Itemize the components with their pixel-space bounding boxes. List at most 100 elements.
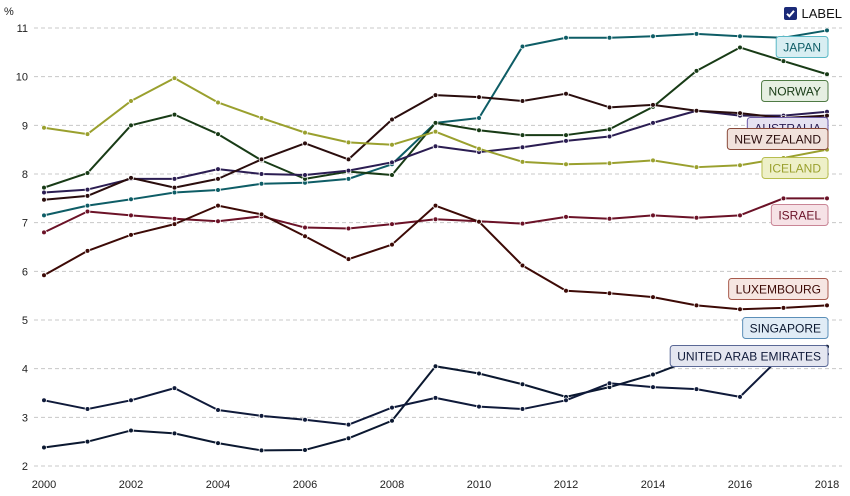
data-point[interactable]	[215, 176, 221, 182]
data-point[interactable]	[476, 218, 482, 225]
data-point[interactable]	[389, 172, 395, 178]
data-point[interactable]	[563, 138, 569, 144]
data-point[interactable]	[389, 221, 395, 227]
data-point[interactable]	[519, 262, 526, 269]
data-point[interactable]	[302, 416, 308, 423]
data-point[interactable]	[41, 124, 47, 131]
data-point[interactable]	[650, 212, 656, 219]
data-point[interactable]	[824, 302, 830, 309]
data-point[interactable]	[606, 104, 613, 111]
data-point[interactable]	[563, 287, 569, 294]
data-point[interactable]	[171, 184, 178, 191]
data-point[interactable]	[432, 92, 439, 98]
data-point[interactable]	[476, 370, 482, 377]
data-point[interactable]	[128, 122, 134, 129]
data-point[interactable]	[737, 306, 743, 313]
series-label-israel[interactable]: ISRAEL	[770, 204, 829, 226]
data-point[interactable]	[693, 215, 700, 221]
data-point[interactable]	[389, 241, 395, 248]
data-point[interactable]	[389, 142, 395, 148]
data-point[interactable]	[824, 27, 830, 34]
data-point[interactable]	[345, 421, 352, 428]
data-point[interactable]	[780, 58, 787, 64]
data-point[interactable]	[650, 120, 656, 126]
data-point[interactable]	[693, 68, 700, 74]
data-point[interactable]	[84, 186, 91, 193]
data-point[interactable]	[345, 435, 352, 442]
data-point[interactable]	[128, 196, 134, 203]
data-point[interactable]	[84, 248, 91, 254]
data-point[interactable]	[215, 166, 221, 172]
data-point[interactable]	[345, 225, 352, 232]
data-point[interactable]	[171, 430, 178, 437]
data-point[interactable]	[215, 407, 221, 413]
data-point[interactable]	[693, 302, 700, 309]
data-point[interactable]	[258, 171, 265, 177]
data-point[interactable]	[693, 107, 700, 114]
data-point[interactable]	[84, 438, 91, 445]
data-point[interactable]	[128, 427, 134, 434]
data-point[interactable]	[519, 43, 526, 50]
data-point[interactable]	[563, 90, 569, 97]
data-point[interactable]	[215, 187, 221, 193]
data-point[interactable]	[780, 305, 787, 311]
data-point[interactable]	[650, 157, 656, 164]
series-label-norway[interactable]: NORWAY	[761, 80, 829, 102]
data-point[interactable]	[476, 145, 482, 152]
data-point[interactable]	[84, 406, 91, 412]
data-point[interactable]	[563, 34, 569, 41]
data-point[interactable]	[345, 176, 352, 182]
data-point[interactable]	[302, 224, 308, 231]
data-point[interactable]	[650, 102, 656, 108]
data-point[interactable]	[432, 202, 439, 209]
data-point[interactable]	[606, 215, 613, 222]
data-point[interactable]	[650, 294, 656, 300]
data-point[interactable]	[476, 403, 482, 410]
data-point[interactable]	[302, 172, 308, 178]
data-point[interactable]	[389, 404, 395, 411]
data-point[interactable]	[563, 214, 569, 220]
data-point[interactable]	[432, 143, 439, 150]
data-point[interactable]	[128, 98, 134, 104]
data-point[interactable]	[432, 395, 439, 401]
data-point[interactable]	[519, 132, 526, 138]
data-point[interactable]	[171, 189, 178, 196]
data-point[interactable]	[302, 140, 308, 147]
data-point[interactable]	[41, 229, 47, 236]
data-point[interactable]	[41, 189, 47, 196]
data-point[interactable]	[215, 131, 221, 137]
data-point[interactable]	[128, 232, 134, 238]
data-point[interactable]	[476, 94, 482, 100]
data-point[interactable]	[432, 120, 439, 126]
data-point[interactable]	[345, 139, 352, 146]
label-toggle[interactable]: LABEL	[783, 6, 842, 21]
data-point[interactable]	[650, 33, 656, 40]
data-point[interactable]	[41, 196, 47, 203]
data-point[interactable]	[432, 363, 439, 370]
data-point[interactable]	[258, 447, 265, 454]
data-point[interactable]	[84, 131, 91, 137]
data-point[interactable]	[171, 221, 178, 227]
data-point[interactable]	[563, 161, 569, 168]
data-point[interactable]	[650, 384, 656, 390]
data-point[interactable]	[519, 159, 526, 165]
series-label-singapore[interactable]: SINGAPORE	[742, 317, 829, 339]
data-point[interactable]	[171, 385, 178, 391]
series-label-new-zealand[interactable]: NEW ZEALAND	[726, 128, 829, 150]
data-point[interactable]	[128, 397, 134, 404]
data-point[interactable]	[519, 98, 526, 104]
data-point[interactable]	[519, 144, 526, 151]
series-label-united-arab-emirates[interactable]: UNITED ARAB EMIRATES	[669, 345, 829, 367]
data-point[interactable]	[171, 176, 178, 182]
data-point[interactable]	[215, 440, 221, 446]
data-point[interactable]	[302, 129, 308, 136]
data-point[interactable]	[650, 371, 656, 378]
data-point[interactable]	[171, 215, 178, 222]
data-point[interactable]	[215, 99, 221, 106]
data-point[interactable]	[41, 272, 47, 279]
data-point[interactable]	[476, 127, 482, 133]
data-point[interactable]	[258, 413, 265, 419]
data-point[interactable]	[693, 164, 700, 170]
data-point[interactable]	[215, 218, 221, 225]
data-point[interactable]	[41, 397, 47, 404]
